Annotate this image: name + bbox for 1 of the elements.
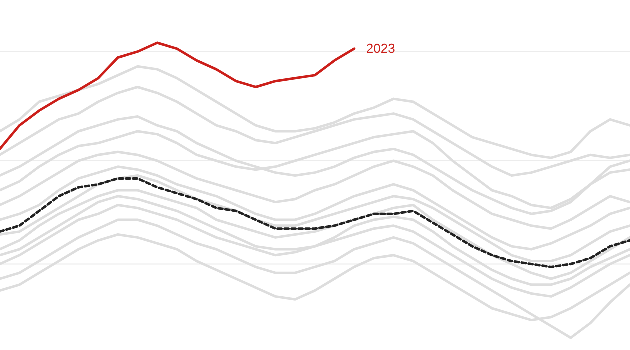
series-label: 2023 — [366, 40, 396, 56]
